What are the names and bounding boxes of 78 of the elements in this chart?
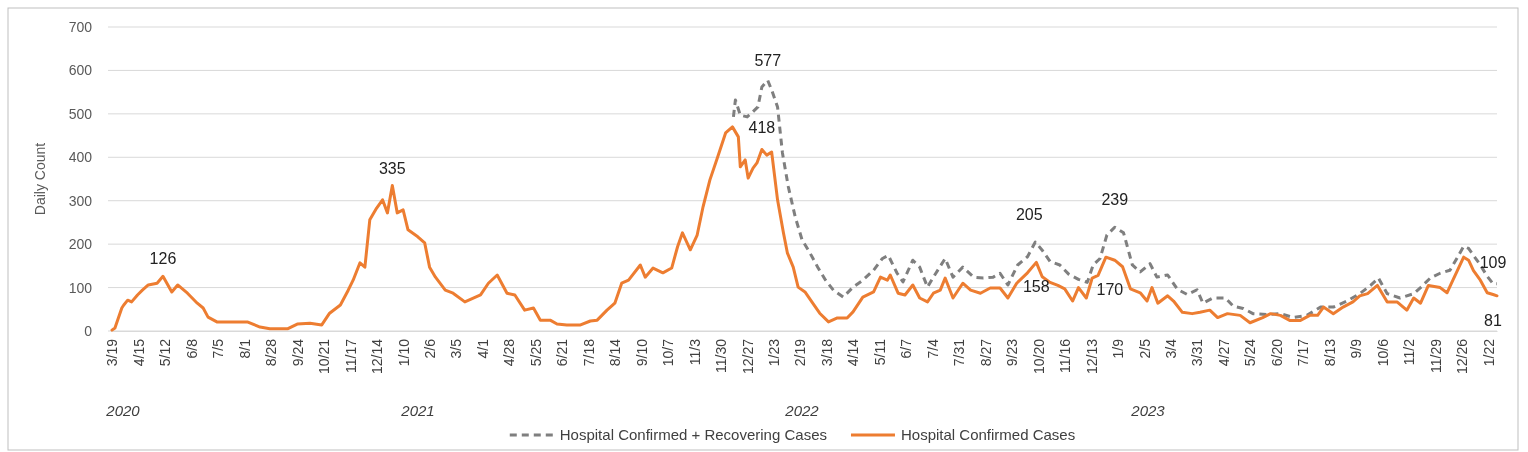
x-tick-label: 5/12	[157, 338, 174, 367]
x-tick-label: 1/9	[1110, 338, 1127, 359]
annotation: 158	[1022, 278, 1050, 296]
y-tick-label: 300	[68, 192, 93, 209]
x-tick-label: 7/18	[580, 338, 597, 367]
x-tick-label: 10/21	[316, 338, 333, 375]
x-tick-label: 3/18	[818, 338, 835, 367]
x-tick-label: 8/1	[236, 338, 253, 359]
x-tick-label: 10/6	[1374, 338, 1391, 367]
x-tick-label: 3/5	[448, 338, 465, 359]
x-tick-label: 11/29	[1427, 338, 1444, 373]
x-tick-label: 2/19	[792, 338, 809, 367]
x-tick-label: 6/21	[554, 338, 571, 367]
annotation: 418	[748, 119, 776, 137]
y-axis-title: Daily Count	[32, 142, 48, 216]
x-tick-label: 7/4	[924, 338, 941, 359]
x-tick-label: 4/15	[130, 338, 147, 367]
text: 2022	[784, 402, 820, 419]
x-tick-label: 11/16	[1057, 338, 1074, 373]
y-tick-label: 400	[68, 149, 93, 166]
x-tick-label: 8/27	[977, 338, 994, 367]
legend-label: Hospital Confirmed + Recovering Cases	[559, 426, 827, 443]
annotation: 205	[1015, 205, 1043, 223]
x-tick-label: 9/10	[633, 338, 650, 367]
annotation: 81	[1484, 311, 1502, 329]
x-tick-label: 6/20	[1268, 338, 1285, 367]
x-tick-label: 10/20	[1030, 338, 1047, 375]
x-tick-label: 9/9	[1348, 338, 1365, 359]
annotation: 335	[378, 159, 406, 177]
text: 2020	[105, 402, 141, 419]
y-tick-label: 0	[84, 322, 93, 339]
y-tick-label: 600	[68, 62, 93, 79]
x-tick-label: 12/26	[1454, 338, 1471, 375]
x-tick-label: 5/11	[871, 338, 888, 366]
x-tick-label: 8/13	[1321, 338, 1338, 367]
annotation: 239	[1101, 191, 1129, 209]
x-tick-label: 11/30	[713, 338, 730, 373]
annotation: 170	[1096, 281, 1124, 299]
x-tick-label: 1/10	[395, 338, 412, 367]
annotation: 109	[1479, 253, 1507, 271]
x-tick-label: 7/31	[951, 338, 968, 367]
x-tick-label: 8/28	[263, 338, 280, 367]
x-tick-label: 5/25	[527, 338, 544, 367]
x-tick-label: 2/5	[1136, 338, 1153, 359]
x-tick-label: 1/22	[1480, 338, 1497, 367]
y-tick-label: 200	[68, 236, 93, 253]
x-tick-label: 10/7	[660, 338, 677, 367]
y-tick-label: 500	[68, 105, 93, 122]
x-tick-label: 8/14	[607, 338, 624, 367]
x-tick-label: 4/27	[1215, 338, 1232, 367]
x-tick-label: 5/24	[1242, 338, 1259, 367]
x-tick-label: 3/4	[1163, 338, 1179, 359]
x-tick-label: 3/19	[104, 338, 121, 367]
x-tick-label: 4/28	[501, 338, 518, 367]
x-tick-label: 7/5	[210, 338, 227, 359]
text: 2021	[400, 402, 435, 419]
x-tick-label: 11/2	[1401, 338, 1418, 366]
x-tick-label: 12/14	[369, 338, 386, 375]
x-tick-label: 1/23	[766, 338, 783, 367]
y-tick-label: 700	[68, 18, 93, 35]
legend-label: Hospital Confirmed Cases	[900, 426, 1076, 443]
annotation: 577	[754, 52, 782, 70]
annotation: 126	[149, 250, 177, 268]
x-tick-label: 11/17	[342, 338, 359, 373]
text: 2023	[1130, 402, 1166, 419]
x-tick-label: 9/24	[289, 338, 306, 367]
x-tick-label: 2/6	[421, 338, 438, 359]
x-tick-label: 6/8	[183, 338, 200, 359]
x-tick-label: 4/1	[474, 338, 491, 359]
x-tick-label: 9/23	[1004, 338, 1021, 367]
x-tick-label: 11/3	[686, 338, 703, 366]
x-tick-label: 12/27	[739, 338, 756, 375]
x-tick-label: 7/17	[1295, 338, 1312, 367]
y-tick-label: 100	[68, 279, 93, 296]
x-tick-label: 4/14	[845, 338, 862, 367]
x-tick-label: 6/7	[898, 338, 915, 359]
x-tick-label: 3/31	[1189, 338, 1206, 367]
x-tick-label: 12/13	[1083, 338, 1100, 375]
